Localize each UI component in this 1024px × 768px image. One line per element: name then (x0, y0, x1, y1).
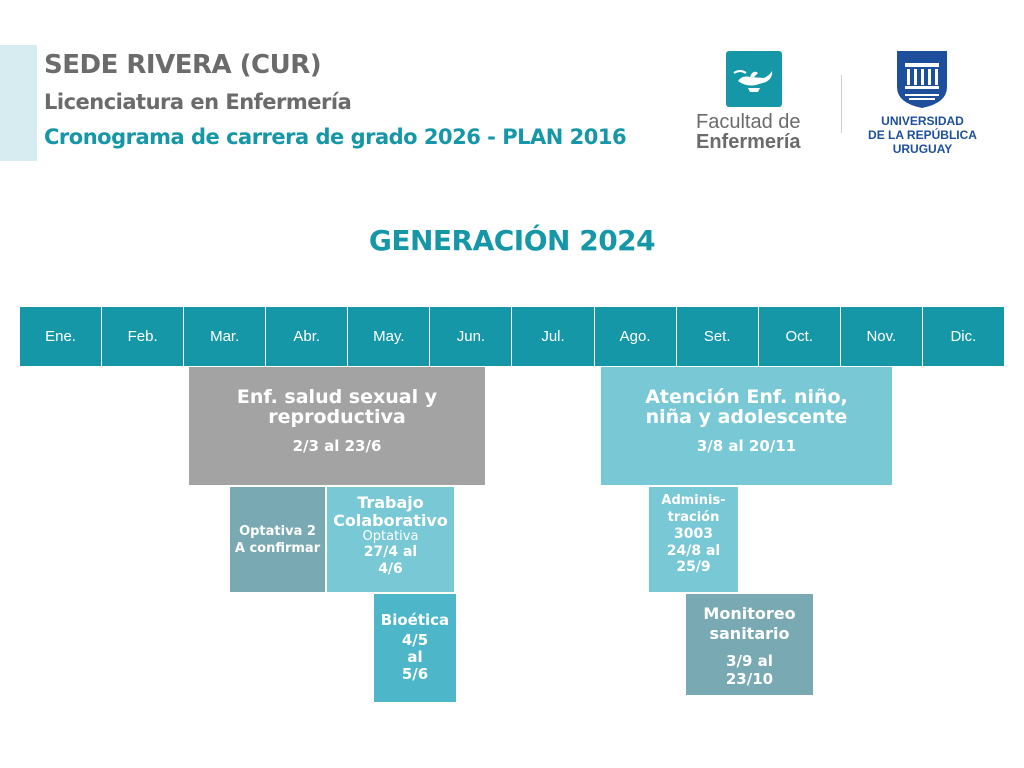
course-title-line2: sanitario (709, 624, 790, 643)
course-title-line1: Atención Enf. niño, (645, 386, 848, 408)
course-dates: 2/3 al 23/6 (292, 437, 382, 455)
month-jul: Jul. (512, 307, 595, 366)
month-set: Set. (676, 307, 759, 366)
course-dates-line2: 23/10 (725, 670, 774, 688)
course-type: Optativa (362, 529, 419, 544)
course-block-ninez-adolescencia: Atención Enf. niño, niña y adolescente 3… (601, 367, 892, 485)
course-title-line2: Colaborativo (333, 511, 448, 530)
course-dates-line1: 24/8 al (666, 542, 721, 559)
course-title-line1: Adminis- (661, 493, 726, 508)
course-title-line1: Enf. salud sexual y (236, 386, 438, 408)
month-bar: Ene. Feb. Mar. Abr. May. Jun. Jul. Ago. … (20, 307, 1004, 366)
udelar-name-line3: URUGUAY (892, 142, 953, 156)
generation-title: GENERACIÓN 2024 (368, 224, 656, 257)
course-title: Optativa 2 (239, 524, 316, 539)
udelar-name-line1: UNIVERSIDAD (881, 114, 964, 128)
course-dates-line2: 25/9 (676, 559, 711, 575)
course-title: Bioética (380, 611, 450, 629)
course-dates-line2: 4/6 (378, 561, 403, 577)
course-block-bioetica: Bioética 4/5 al 5/6 (374, 594, 456, 702)
course-block-optativa-2: Optativa 2 A confirmar (230, 487, 325, 592)
course-block-monitoreo-sanitario: Monitoreo sanitario 3/9 al 23/10 (686, 594, 813, 695)
course-block-salud-sexual: Enf. salud sexual y reproductiva 2/3 al … (189, 367, 485, 485)
course-dates-line2: al (407, 648, 423, 666)
course-title-line2: tración (667, 509, 720, 525)
course-title-line1: Monitoreo (703, 604, 796, 623)
udelar-shield-icon (897, 51, 947, 108)
month-jun: Jun. (430, 307, 513, 366)
course-code: 3003 (674, 526, 713, 542)
udelar-name-line2: DE LA REPÚBLICA (868, 128, 977, 142)
month-oct: Oct. (758, 307, 841, 366)
lamp-logo-icon (726, 51, 782, 107)
schedule-title: Cronograma de carrera de grado 2026 - PL… (44, 125, 627, 149)
month-mar: Mar. (184, 307, 267, 366)
course-title-line2: niña y adolescente (645, 406, 848, 428)
career-title: Licenciatura en Enfermería (44, 90, 352, 114)
course-block-trabajo-colaborativo: Trabajo Colaborativo Optativa 27/4 al 4/… (327, 487, 454, 592)
month-feb: Feb. (102, 307, 185, 366)
month-ago: Ago. (594, 307, 677, 366)
month-nov: Nov. (840, 307, 923, 366)
course-status: A confirmar (234, 541, 321, 556)
facultad-name-line2: Enfermería (696, 131, 801, 153)
course-dates-line1: 3/9 al (726, 652, 773, 670)
course-title-line2: reproductiva (268, 406, 406, 428)
sede-title: SEDE RIVERA (CUR) (44, 50, 322, 80)
logo-divider (841, 75, 842, 133)
course-dates: 3/8 al 20/11 (696, 437, 797, 455)
month-dic: Dic. (922, 307, 1004, 366)
facultad-name-line1: Facultad de (696, 111, 801, 133)
month-abr: Abr. (266, 307, 349, 366)
course-block-administracion: Adminis- tración 3003 24/8 al 25/9 (649, 487, 738, 592)
month-may: May. (348, 307, 431, 366)
course-dates-line3: 5/6 (401, 665, 429, 683)
course-title-line1: Trabajo (357, 493, 424, 512)
course-dates-line1: 27/4 al (363, 544, 418, 560)
course-dates-line1: 4/5 (401, 631, 429, 649)
month-ene: Ene. (20, 307, 103, 366)
header-accent-bar (0, 45, 37, 161)
